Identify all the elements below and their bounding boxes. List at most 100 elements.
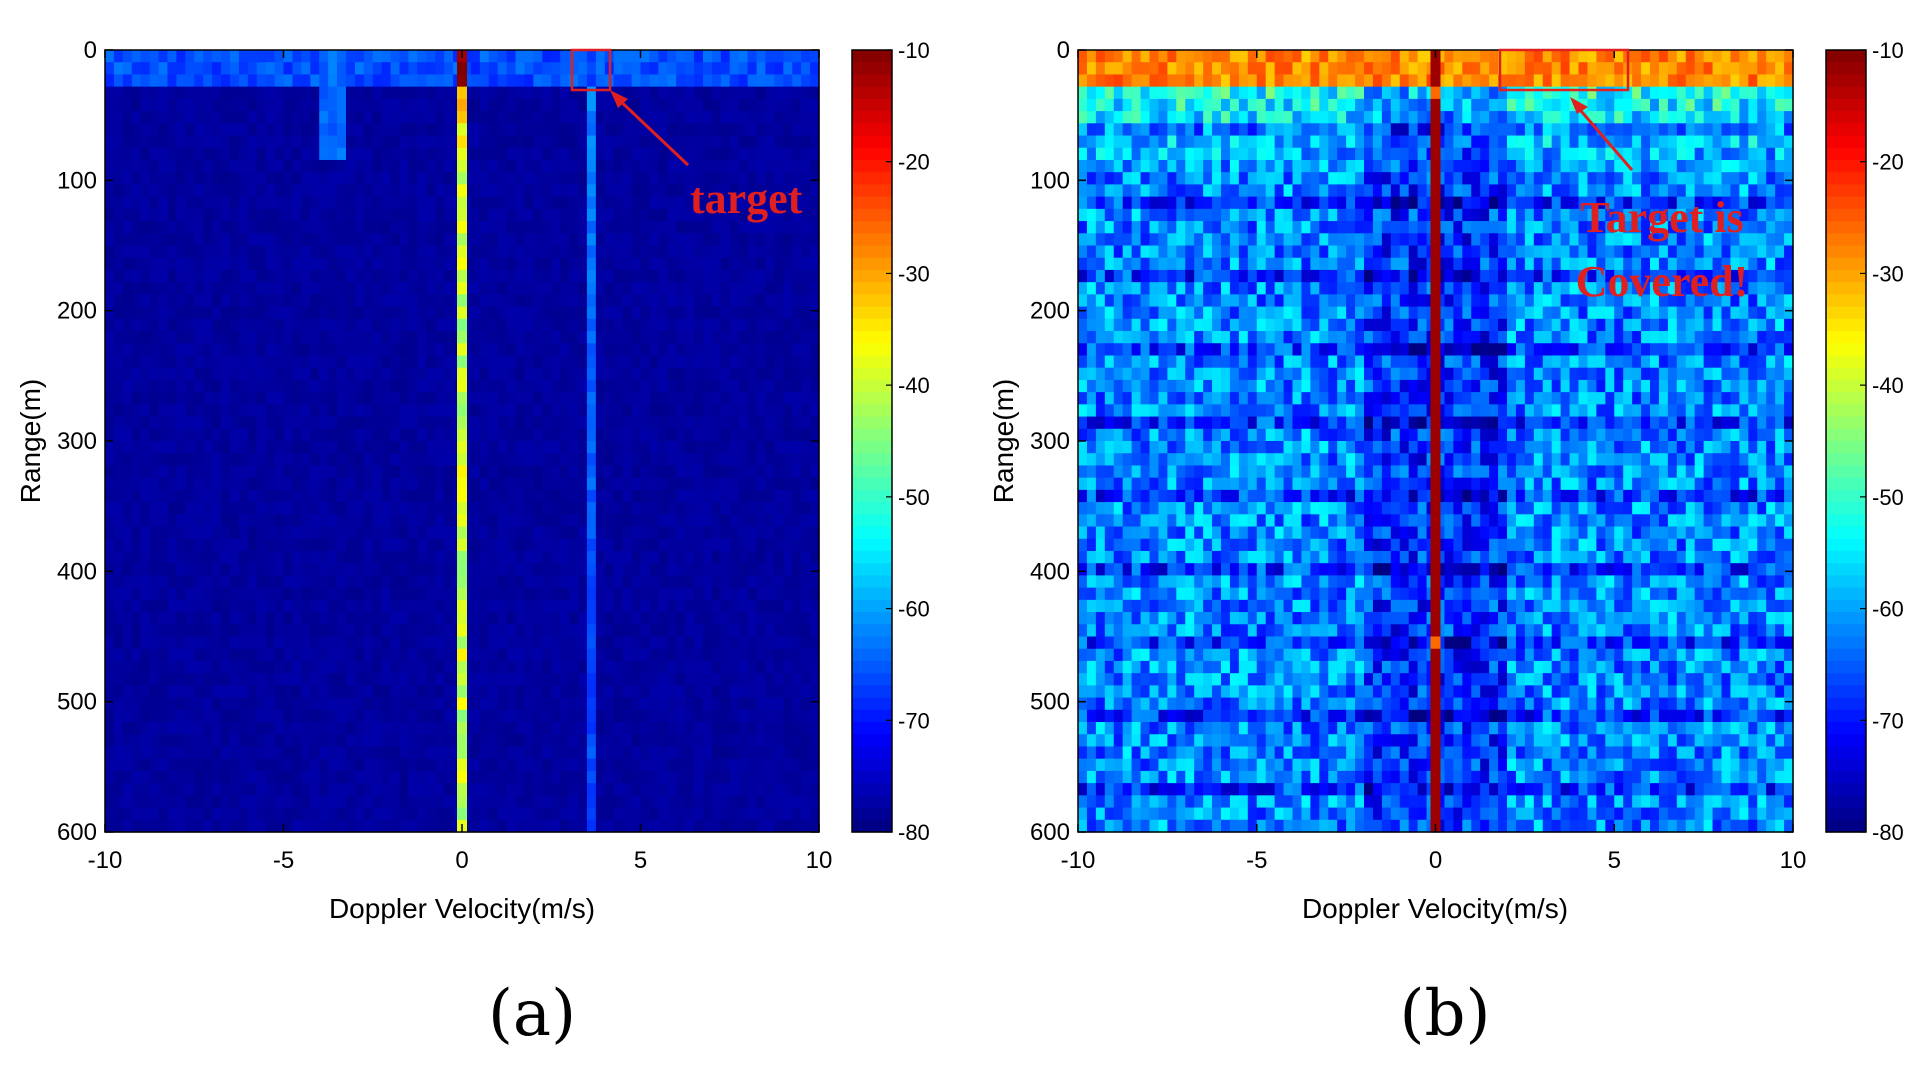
heatmap-cell <box>524 221 535 234</box>
heatmap-cell <box>694 269 704 283</box>
heatmap-cell <box>399 612 410 625</box>
heatmap-cell <box>238 245 249 259</box>
heatmap-cell <box>738 404 749 418</box>
heatmap-cell <box>176 221 186 234</box>
heatmap-cell <box>149 722 160 735</box>
heatmap-cell <box>372 269 383 283</box>
heatmap-cell <box>738 233 749 247</box>
heatmap-cell <box>613 441 624 454</box>
heatmap-cell <box>631 147 642 161</box>
heatmap-cell <box>676 135 686 149</box>
heatmap-cell <box>274 257 285 271</box>
heatmap-cell <box>310 355 320 369</box>
heatmap-cell <box>203 318 213 332</box>
heatmap-cell <box>658 86 668 100</box>
heatmap-cell <box>488 86 499 100</box>
heatmap-cell <box>122 184 133 198</box>
heatmap-cell <box>470 343 481 357</box>
heatmap-cell <box>185 722 195 735</box>
heatmap-cell <box>301 147 311 161</box>
heatmap-cell <box>720 587 731 601</box>
heatmap-cell <box>274 208 285 222</box>
heatmap-cell <box>774 159 784 173</box>
heatmap-cell <box>515 587 526 601</box>
heatmap-cell <box>506 575 517 589</box>
heatmap-cell <box>158 172 169 186</box>
heatmap-cell <box>792 221 802 234</box>
heatmap-cell <box>283 526 294 540</box>
heatmap-cell <box>506 343 517 357</box>
heatmap-cell <box>694 697 704 711</box>
heatmap-cell <box>256 428 267 442</box>
heatmap-cell <box>524 795 535 809</box>
heatmap-cell <box>381 379 392 393</box>
heatmap-cell <box>345 709 356 723</box>
heatmap-cell <box>185 575 195 589</box>
heatmap-cell <box>256 587 267 601</box>
heatmap-cell <box>221 550 231 564</box>
heatmap-cell <box>444 147 454 161</box>
heatmap-cell <box>372 526 383 540</box>
heatmap-cell <box>221 50 231 63</box>
heatmap-cell <box>140 306 151 320</box>
heatmap-cell <box>676 86 686 100</box>
heatmap-cell <box>283 758 294 772</box>
heatmap-cell <box>649 196 659 210</box>
heatmap-cell <box>408 758 418 772</box>
heatmap-cell <box>408 795 418 809</box>
heatmap-cell <box>497 306 508 320</box>
heatmap-cell <box>551 221 561 234</box>
heatmap-cell <box>747 746 758 760</box>
heatmap-cell <box>488 660 499 674</box>
heatmap-cell <box>792 318 802 332</box>
heatmap-cell <box>756 306 767 320</box>
heatmap-cell <box>711 636 722 650</box>
heatmap-cell <box>221 294 231 308</box>
heatmap-cell <box>203 221 213 234</box>
heatmap-cell <box>256 453 267 467</box>
heatmap-cell <box>649 526 659 540</box>
heatmap-cell <box>426 62 436 76</box>
heatmap-cell <box>212 441 222 454</box>
heatmap-cell <box>274 563 285 577</box>
heatmap-cell <box>694 257 704 271</box>
heatmap-cell <box>105 550 115 564</box>
heatmap-cell <box>560 159 570 173</box>
heatmap-cell <box>274 318 285 332</box>
heatmap-cell <box>256 685 267 699</box>
heatmap-cell <box>185 379 195 393</box>
heatmap-cell <box>497 453 508 467</box>
heatmap-cell <box>328 416 338 430</box>
heatmap-cell <box>711 111 722 124</box>
heatmap-cell <box>337 233 347 247</box>
heatmap-cell <box>444 416 454 430</box>
heatmap-cell <box>586 245 597 259</box>
heatmap-cell <box>738 111 749 124</box>
heatmap-cell <box>702 282 713 295</box>
heatmap-cell <box>122 404 133 418</box>
heatmap-cell <box>783 294 793 308</box>
heatmap-cell <box>470 221 481 234</box>
heatmap-cell <box>649 636 659 650</box>
heatmap-cell <box>595 477 606 491</box>
heatmap-cell <box>479 184 490 198</box>
heatmap-cell <box>176 86 186 100</box>
heatmap-cell <box>345 477 356 491</box>
heatmap-cell <box>578 428 588 442</box>
heatmap-cell <box>417 624 427 638</box>
heatmap-cell <box>524 123 535 137</box>
heatmap-cell <box>435 526 445 540</box>
heatmap-cell <box>256 673 267 686</box>
heatmap-cell <box>435 172 445 186</box>
heatmap-cell <box>301 648 311 662</box>
heatmap-cell <box>702 502 713 515</box>
heatmap-cell <box>586 673 597 686</box>
heatmap-cell <box>131 306 142 320</box>
heatmap-cell <box>167 98 178 112</box>
heatmap-cell <box>711 453 722 467</box>
heatmap-cell <box>328 441 338 454</box>
heatmap-cell <box>122 734 133 748</box>
heatmap-cell <box>292 98 302 112</box>
heatmap-cell <box>801 599 811 613</box>
heatmap-cell <box>194 526 204 540</box>
